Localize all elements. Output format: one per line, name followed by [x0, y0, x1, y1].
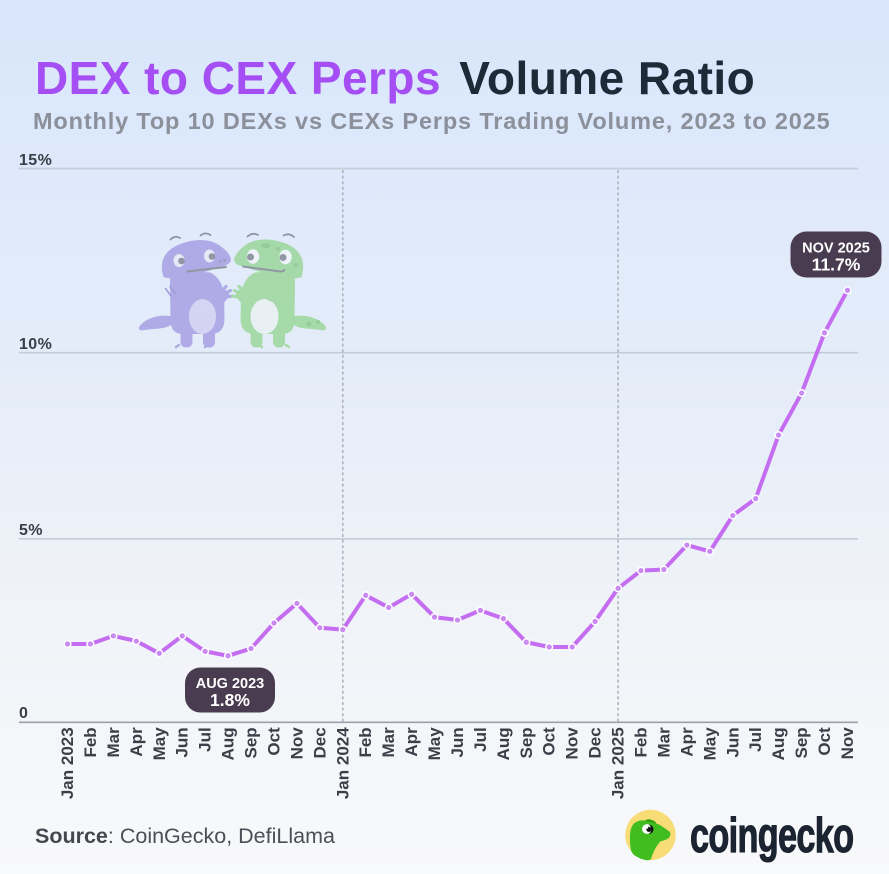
svg-text:Jan 2023: Jan 2023: [58, 727, 77, 799]
svg-text:11.7%: 11.7%: [812, 255, 861, 275]
svg-text:Jun: Jun: [448, 727, 467, 757]
svg-text:0: 0: [19, 705, 28, 722]
svg-text:Jan 2024: Jan 2024: [333, 727, 352, 799]
svg-text:May: May: [425, 727, 444, 761]
svg-text:Feb: Feb: [356, 727, 375, 757]
svg-text:Jun: Jun: [173, 727, 192, 757]
svg-text:Feb: Feb: [81, 727, 100, 757]
svg-text:Aug: Aug: [494, 727, 513, 760]
svg-text:Oct: Oct: [540, 727, 559, 756]
svg-text:Nov: Nov: [838, 727, 857, 760]
svg-text:NOV 2025: NOV 2025: [802, 241, 870, 257]
svg-text:Sep: Sep: [517, 727, 536, 758]
svg-text:1.8%: 1.8%: [210, 690, 250, 710]
svg-text:May: May: [700, 727, 719, 761]
svg-text:Nov: Nov: [287, 727, 306, 760]
svg-text:Sep: Sep: [242, 727, 261, 758]
svg-text:Apr: Apr: [402, 727, 421, 757]
svg-text:Jul: Jul: [746, 727, 765, 752]
svg-text:AUG 2023: AUG 2023: [196, 676, 265, 692]
svg-text:Jul: Jul: [471, 727, 490, 752]
svg-text:Jan 2025: Jan 2025: [609, 727, 628, 799]
svg-text:Oct: Oct: [265, 727, 284, 756]
svg-text:15%: 15%: [19, 152, 52, 169]
svg-text:Mar: Mar: [104, 727, 123, 758]
svg-text:Aug: Aug: [769, 727, 788, 760]
svg-text:Sep: Sep: [792, 727, 811, 758]
svg-text:May: May: [150, 727, 169, 761]
svg-text:Jul: Jul: [196, 727, 215, 752]
svg-text:Mar: Mar: [654, 727, 673, 758]
svg-text:Jun: Jun: [723, 727, 742, 757]
svg-text:Feb: Feb: [632, 727, 651, 757]
svg-text:5%: 5%: [19, 522, 43, 539]
svg-text:10%: 10%: [19, 336, 52, 353]
svg-text:Aug: Aug: [219, 727, 238, 760]
svg-text:Apr: Apr: [677, 727, 696, 757]
svg-text:Apr: Apr: [127, 727, 146, 757]
svg-text:Nov: Nov: [563, 727, 582, 760]
svg-text:Dec: Dec: [586, 727, 605, 758]
svg-text:Mar: Mar: [379, 727, 398, 758]
svg-text:Oct: Oct: [815, 727, 834, 756]
svg-text:Dec: Dec: [310, 727, 329, 758]
